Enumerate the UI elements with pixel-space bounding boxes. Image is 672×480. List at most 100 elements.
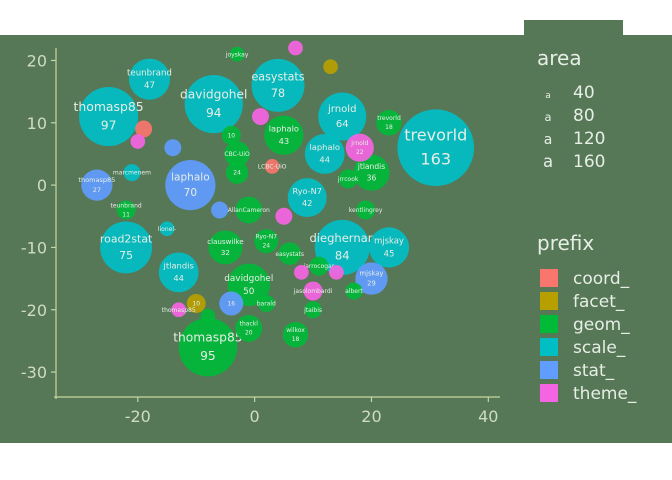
legend-prefix-swatch [540, 384, 558, 402]
bubble-circle [257, 295, 275, 313]
bubble-name-label: lionel- [158, 226, 176, 233]
bubble-count-label: 94 [206, 106, 222, 120]
bubble: thomasp85 97 [74, 87, 144, 147]
bubble: laphalo 44 [304, 134, 345, 174]
legend-area-label: 80 [573, 106, 595, 126]
bubble-circle [338, 169, 358, 189]
bubble-name-label: thomasp85 [162, 307, 196, 314]
bubble-circle [318, 92, 367, 141]
bubble: Ryo-N7 24 [254, 229, 279, 254]
bubble-circle [184, 75, 243, 134]
bubble-circle [304, 301, 322, 319]
legend-area-key: a [543, 152, 553, 171]
bubble-circle [130, 134, 146, 149]
bubble-name-label: joyskay [225, 51, 249, 58]
bubble: 10 [186, 294, 206, 314]
bubble-circle [264, 115, 304, 155]
bubble-count-label: 10 [227, 132, 235, 139]
bubble-circle [164, 139, 182, 157]
bubble-circle [368, 227, 410, 268]
bubble-circle [79, 87, 139, 147]
bubble [251, 108, 269, 126]
bubble-circle [171, 302, 187, 318]
bubble-count-label: 75 [119, 249, 133, 262]
bubble-circle [235, 315, 263, 342]
legend-prefix-title: prefix [537, 231, 594, 255]
bubble-circle [323, 59, 338, 75]
bubble: teunbrand 11 [110, 200, 142, 220]
bubble-name-label: jrrcook [337, 176, 359, 183]
bubble-name-label: thomasp85 [173, 331, 242, 345]
bubble-count-label: 97 [101, 118, 117, 133]
bubble-name-label: thomasp85 [78, 176, 115, 184]
bubble: jrnold 22 [345, 133, 374, 162]
bubble: jrnold 64 [318, 92, 367, 141]
axes-layer: -20 0 20 40 -30 -20 -10 0 10 20 [21, 48, 500, 426]
bubble-circle [81, 169, 113, 201]
y-tick-label: -30 [21, 363, 47, 382]
bubble-count-label: 78 [271, 87, 285, 100]
legend-prefix-label: theme_ [573, 384, 637, 404]
bubble-name-label: Ryo-N7 [255, 233, 277, 240]
bubble: road2stat 75 [100, 221, 153, 274]
legend-prefix-label: facet_ [573, 292, 625, 312]
legend-key-header-block [524, 20, 623, 36]
legend-prefix-swatch [540, 361, 558, 379]
bubble-name-label: clauswilke [207, 237, 243, 246]
bubble-count-label: 27 [93, 186, 101, 194]
bubble: teunbrand 47 [127, 58, 172, 100]
bubble-circle [165, 160, 216, 211]
bubble-name-label: davidgohel [224, 274, 273, 284]
bubble-circle [309, 256, 329, 276]
bubble-name-label: teunbrand [110, 202, 141, 209]
bubble-name-label: dieghernan [309, 231, 375, 245]
bubble-count-label: 36 [367, 174, 377, 183]
bubble-count-label: 43 [279, 136, 290, 146]
bubble-name-label: jrnold [327, 104, 357, 115]
legend-prefix-swatch [540, 315, 558, 333]
bubble: 24 [225, 161, 249, 184]
bubble-circle [345, 282, 363, 300]
legend-area-key: a [545, 91, 551, 101]
bubble-name-label: wilkox [286, 327, 305, 334]
bubble-circle [282, 321, 309, 348]
legend-prefix-label: coord_ [573, 269, 630, 289]
bubble-circle [355, 262, 388, 295]
bubble: thomasp85 27 [78, 169, 115, 201]
bubble-circle [221, 125, 241, 145]
y-tick-label: 10 [27, 114, 47, 133]
bubble-circle [159, 221, 175, 237]
bubble-name-label: mjskay [359, 270, 383, 278]
bubble-name-label: jrnold [350, 140, 368, 147]
bubble: mjskay 45 [368, 227, 410, 268]
bubble-name-label: easystats [275, 251, 304, 258]
bubble [211, 201, 229, 219]
legend-area-label: 120 [573, 129, 605, 149]
bubble-name-label: jtlandis [357, 162, 385, 171]
bubble [130, 134, 146, 149]
bubble-circle [254, 229, 279, 254]
bubble-count-label: 10 [192, 301, 200, 308]
bubble [200, 308, 216, 324]
bubble: trevorld 163 [397, 109, 475, 187]
bubble-count-label: 95 [200, 349, 216, 363]
bubble: jrrcook [337, 169, 359, 189]
bubble-name-label: LCBC-UiO [258, 164, 287, 171]
bubble: lionel- [158, 221, 176, 237]
bubble-circle [100, 221, 153, 274]
bubble-name-label: trevorld [377, 115, 401, 122]
bubble-circle [251, 108, 269, 126]
bubble-name-label: road2stat [100, 233, 153, 246]
bubble-circle [219, 291, 244, 316]
bubble-count-label: 24 [233, 170, 241, 177]
bubble-circle [158, 252, 199, 293]
bubble-count-label: 11 [122, 211, 130, 218]
bubble: laphalo 70 [165, 160, 216, 211]
bubble-count-label: 84 [335, 249, 350, 263]
y-tick-label: -20 [21, 301, 47, 320]
bubble-name-label: jasolombardi [293, 288, 333, 295]
bubble-count-label: 44 [319, 155, 330, 165]
bubble: wilkox 18 [282, 321, 309, 348]
legend: area a 40 a 80 a 120 a 160 prefix coord_ facet_geom… [537, 46, 637, 404]
